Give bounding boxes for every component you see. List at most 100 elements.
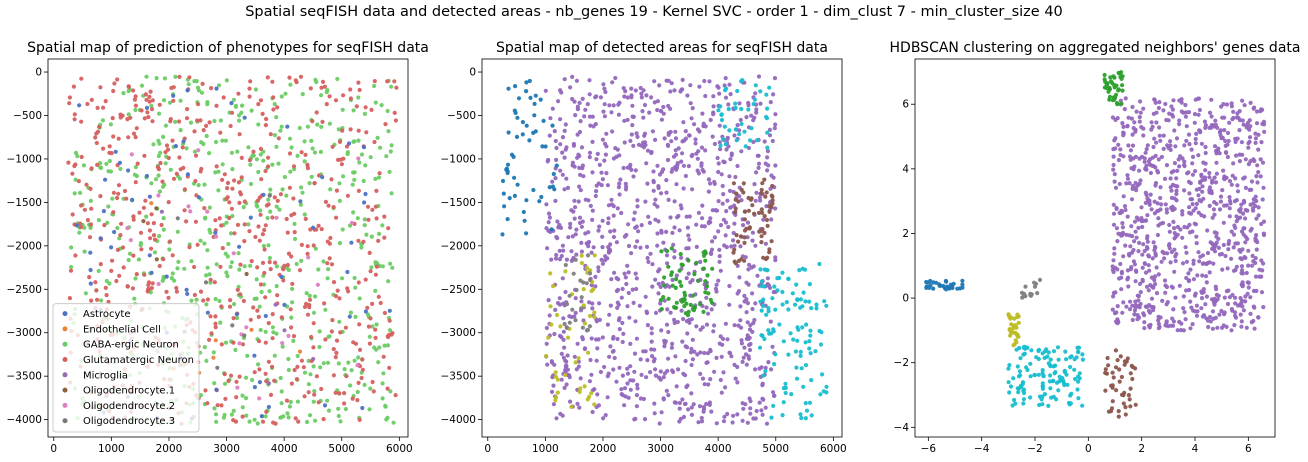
data-point	[553, 395, 559, 400]
data-point	[746, 145, 752, 151]
data-point	[1187, 287, 1192, 293]
data-point	[574, 287, 579, 293]
data-point	[1117, 379, 1122, 384]
data-point	[214, 419, 219, 424]
data-point	[1102, 85, 1107, 90]
data-point	[1115, 239, 1120, 244]
data-point	[168, 100, 173, 105]
data-point	[386, 129, 391, 134]
data-point	[196, 183, 201, 188]
data-point	[370, 301, 375, 306]
data-point	[372, 139, 377, 145]
data-point	[522, 218, 527, 223]
data-point	[759, 187, 764, 192]
data-point	[317, 329, 322, 334]
data-point	[567, 293, 572, 298]
data-point	[272, 102, 277, 107]
data-point	[1215, 148, 1220, 153]
data-point	[708, 377, 713, 382]
data-point	[754, 408, 759, 414]
data-point	[622, 403, 627, 408]
data-point	[739, 338, 744, 343]
data-point	[1239, 140, 1244, 145]
data-point	[335, 76, 340, 82]
data-point	[643, 294, 648, 299]
data-point	[235, 222, 241, 227]
data-point	[237, 113, 242, 118]
data-point	[1152, 211, 1157, 216]
data-point	[1156, 318, 1161, 323]
data-point	[690, 357, 696, 362]
data-point	[305, 124, 310, 129]
data-point	[268, 187, 273, 192]
data-point	[673, 354, 678, 359]
data-point	[1177, 118, 1182, 123]
data-point	[747, 347, 753, 353]
data-point	[800, 266, 805, 271]
data-point	[733, 174, 738, 180]
data-point	[171, 93, 176, 98]
data-point	[1203, 274, 1209, 279]
data-point	[1195, 309, 1200, 314]
data-point	[569, 314, 574, 320]
data-point	[617, 365, 622, 370]
data-point	[284, 193, 289, 198]
data-point	[381, 354, 386, 359]
data-point	[1170, 114, 1176, 119]
data-point	[132, 172, 137, 177]
x-tick-label: 3000	[213, 443, 240, 455]
data-point	[78, 190, 83, 195]
data-point	[192, 149, 197, 154]
data-point	[753, 83, 758, 88]
data-point	[311, 364, 316, 369]
data-point	[700, 419, 705, 424]
data-point	[362, 382, 367, 387]
data-point	[649, 339, 654, 344]
series-green	[1102, 70, 1125, 107]
data-point	[588, 277, 593, 282]
data-point	[1182, 224, 1187, 230]
data-point	[1180, 261, 1186, 266]
data-point	[1143, 150, 1148, 155]
data-point	[1231, 109, 1236, 114]
data-point	[575, 132, 580, 137]
data-point	[175, 216, 180, 221]
data-point	[767, 127, 773, 132]
data-point	[1215, 325, 1220, 330]
data-point	[194, 79, 199, 84]
data-point	[280, 187, 285, 192]
data-point	[261, 149, 266, 154]
data-point	[137, 210, 142, 215]
data-point	[599, 170, 604, 175]
data-point	[685, 225, 691, 230]
data-point	[168, 119, 173, 124]
data-point	[683, 173, 689, 179]
data-point	[1225, 154, 1230, 160]
data-point	[573, 113, 578, 118]
data-point	[746, 100, 751, 106]
data-point	[636, 142, 642, 147]
data-point	[213, 296, 218, 302]
data-point	[659, 117, 665, 122]
data-point	[533, 93, 538, 98]
data-point	[387, 328, 393, 333]
legend-label: Astrocyte	[83, 309, 130, 320]
data-point	[551, 171, 556, 177]
data-point	[323, 307, 328, 312]
data-point	[305, 244, 310, 249]
data-point	[773, 163, 778, 168]
data-point	[674, 384, 679, 389]
data-point	[544, 341, 549, 346]
data-point	[68, 268, 74, 273]
data-point	[515, 182, 520, 187]
data-point	[380, 264, 385, 269]
data-point	[1023, 284, 1028, 289]
data-point	[1207, 270, 1212, 275]
data-point	[765, 155, 770, 160]
data-point	[387, 318, 392, 323]
data-point	[268, 132, 273, 137]
data-point	[807, 282, 813, 287]
data-point	[266, 164, 271, 169]
data-point	[1194, 201, 1199, 206]
data-point	[1239, 202, 1244, 207]
